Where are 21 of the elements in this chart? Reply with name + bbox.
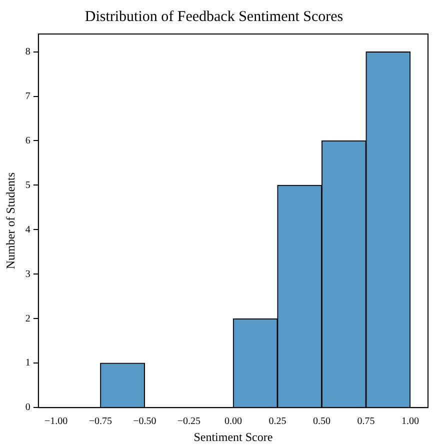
y-tick-label: 4 (25, 224, 30, 236)
x-tick-label: −0.50 (133, 416, 156, 428)
y-tick-label: 8 (25, 46, 30, 58)
x-tick-label: −0.75 (88, 416, 112, 428)
x-tick-label: −0.25 (177, 416, 200, 428)
x-tick-label: 0.00 (224, 416, 242, 428)
y-tick-label: 6 (25, 135, 30, 146)
x-tick-label: 0.25 (268, 416, 286, 428)
y-tick-label: 7 (25, 90, 30, 102)
y-tick-label: 2 (25, 313, 30, 324)
y-tick-label: 1 (25, 358, 30, 369)
y-tick-label: 0 (25, 402, 30, 414)
x-tick-label: 0.50 (312, 416, 330, 428)
x-axis-title: Sentiment Score (194, 430, 273, 444)
x-tick-label: −1.00 (44, 416, 68, 428)
x-tick-label: 0.75 (357, 416, 375, 428)
x-tick-label: 1.00 (402, 416, 420, 428)
y-tick-label: 3 (25, 268, 30, 280)
chart-title: Distribution of Feedback Sentiment Scores (84, 8, 344, 25)
y-axis-title: Number of Students (3, 172, 18, 270)
y-tick-label: 5 (25, 180, 30, 191)
